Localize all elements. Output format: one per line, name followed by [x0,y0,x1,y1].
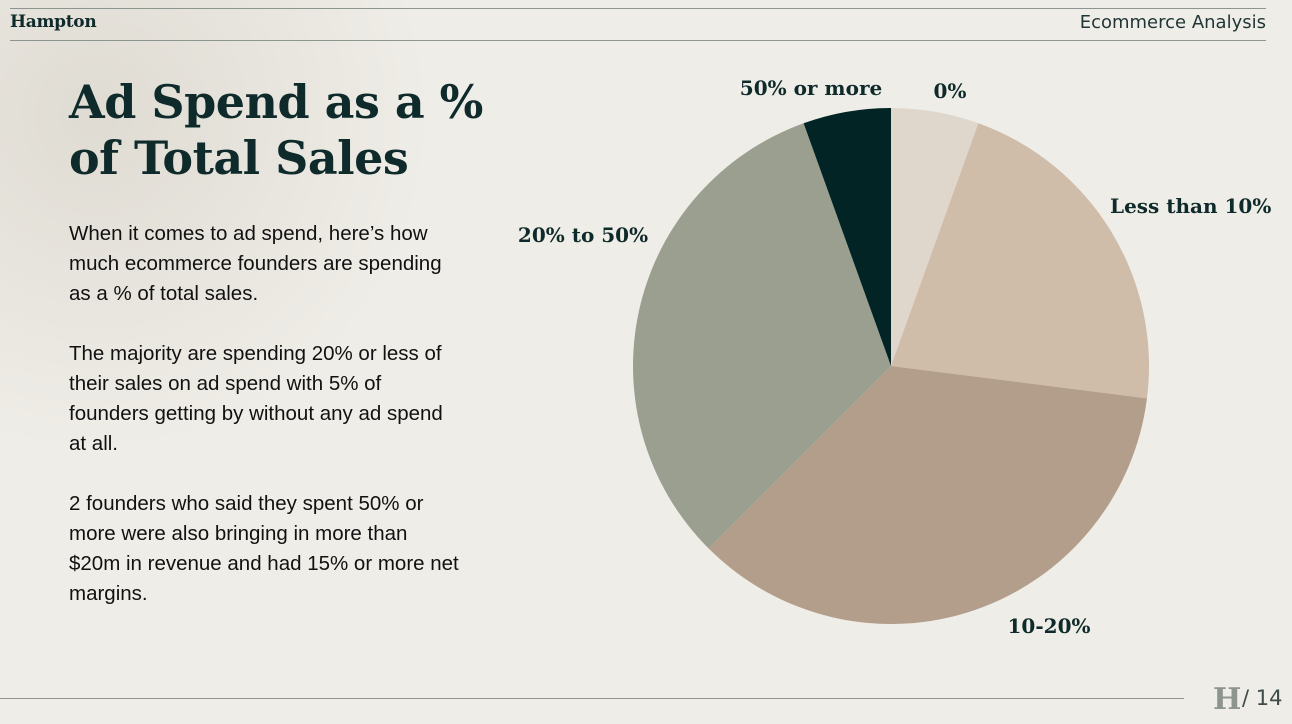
pie-slice-label-4: 50% or more [740,76,882,100]
report-title: Ecommerce Analysis [1079,12,1266,33]
intro-paragraph: When it comes to ad spend, here’s how mu… [69,222,442,305]
pie-slice-3 [633,123,891,549]
majority-paragraph: The majority are spending 20% or less of… [69,342,443,455]
pie-slice-4 [803,108,891,366]
top-rule [10,8,1266,9]
footer-logo-mark: H [1213,682,1242,717]
pie-slice-label-3: 20% to 50% [518,223,648,247]
pie-slice-2 [708,366,1147,624]
pie-slice-label-2: 10-20% [1008,614,1091,638]
brand-logo: Hampton [10,12,97,32]
pie-slice-1 [891,123,1150,399]
footer-rule [0,698,1184,699]
header-rule [10,40,1266,41]
page-title-line-2: of Total Sales [69,131,409,185]
pie-slice-0 [891,108,979,366]
high-spend-paragraph: 2 founders who said they spent 50% or mo… [69,492,459,605]
page-title: Ad Spend as a % of Total Sales [69,74,489,186]
pie-slice-label-1: Less than 10% [1110,194,1271,218]
page-number: / 14 [1242,686,1283,710]
pie-slice-label-0: 0% [934,79,967,103]
page-title-line-1: Ad Spend as a % [69,75,483,129]
